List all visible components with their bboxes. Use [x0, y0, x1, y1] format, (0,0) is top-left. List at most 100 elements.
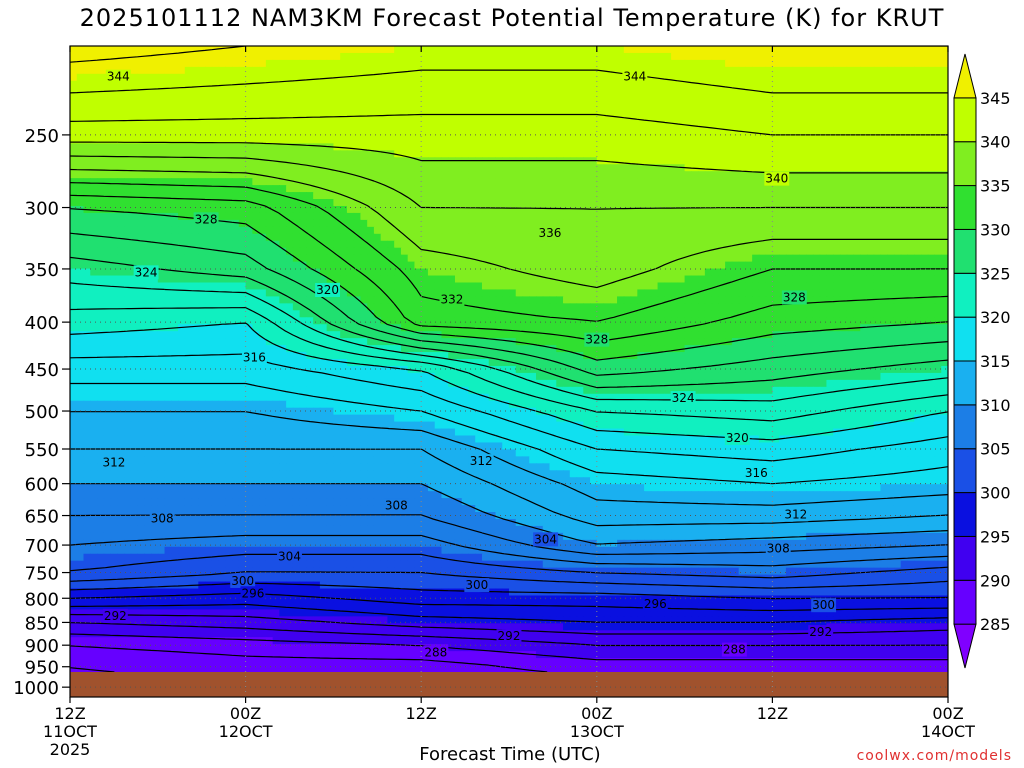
heatmap-cell	[630, 150, 638, 158]
heatmap-cell	[677, 240, 686, 249]
heatmap-cell	[367, 150, 375, 158]
heatmap-cell	[745, 199, 753, 207]
heatmap-cell	[367, 115, 375, 124]
heatmap-cell	[509, 73, 517, 82]
heatmap-cell	[103, 247, 112, 256]
heatmap-cell	[144, 94, 152, 103]
heatmap-cell	[211, 310, 220, 318]
heatmap-cell	[752, 143, 760, 151]
heatmap-cell	[556, 205, 564, 214]
heatmap-cell	[819, 171, 828, 179]
heatmap-cell	[124, 171, 132, 179]
heatmap-cell	[387, 87, 395, 96]
heatmap-cell	[225, 212, 233, 221]
heatmap-cell	[360, 59, 368, 68]
heatmap-cell	[346, 73, 355, 82]
heatmap-cell	[427, 52, 436, 61]
heatmap-cell	[70, 73, 78, 82]
heatmap-cell	[718, 199, 726, 207]
heatmap-cell	[137, 108, 145, 117]
heatmap-cell	[907, 171, 915, 179]
heatmap-cell	[617, 157, 625, 165]
heatmap-cell	[522, 185, 530, 193]
heatmap-cell	[826, 219, 834, 228]
heatmap-cell	[590, 303, 598, 311]
heatmap-cell	[434, 240, 443, 249]
heatmap-cell	[495, 185, 503, 193]
heatmap-cell	[542, 171, 551, 179]
heatmap-cell	[286, 46, 294, 54]
heatmap-cell	[738, 136, 746, 144]
heatmap-cell	[279, 66, 287, 75]
heatmap-cell	[920, 101, 929, 110]
heatmap-cell	[178, 240, 186, 249]
heatmap-cell	[752, 247, 760, 256]
heatmap-cell	[461, 115, 470, 124]
heatmap-cell	[448, 150, 456, 158]
heatmap-cell	[650, 80, 659, 89]
heatmap-cell	[792, 192, 801, 200]
heatmap-cell	[333, 268, 341, 277]
heatmap-cell	[806, 129, 814, 138]
heatmap-cell	[252, 233, 260, 242]
heatmap-cell	[603, 185, 611, 193]
heatmap-cell	[914, 282, 922, 291]
heatmap-cell	[610, 185, 618, 193]
heatmap-cell	[677, 178, 686, 186]
heatmap-cell	[691, 94, 699, 103]
heatmap-cell	[812, 254, 821, 263]
heatmap-cell	[407, 282, 416, 291]
heatmap-cell	[76, 73, 85, 82]
heatmap-cell	[718, 115, 726, 124]
heatmap-cell	[265, 129, 274, 138]
heatmap-cell	[481, 94, 490, 103]
heatmap-cell	[306, 101, 314, 110]
heatmap-cell	[671, 46, 679, 54]
heatmap-cell	[225, 199, 233, 207]
heatmap-cell	[353, 310, 362, 318]
heatmap-cell	[394, 46, 402, 54]
heatmap-cell	[731, 94, 740, 103]
heatmap-cell	[360, 115, 368, 124]
heatmap-cell	[225, 289, 233, 297]
heatmap-cell	[603, 129, 611, 138]
heatmap-cell	[866, 164, 875, 172]
heatmap-cell	[833, 46, 841, 54]
heatmap-cell	[785, 157, 794, 165]
heatmap-cell	[725, 115, 733, 124]
heatmap-cell	[103, 240, 112, 249]
heatmap-cell	[927, 87, 936, 96]
heatmap-cell	[441, 80, 449, 89]
heatmap-cell	[758, 101, 767, 110]
heatmap-cell	[866, 59, 875, 68]
heatmap-cell	[326, 59, 334, 68]
heatmap-cell	[238, 115, 247, 124]
heatmap-cell	[839, 73, 848, 82]
heatmap-cell	[157, 247, 166, 256]
heatmap-cell	[144, 101, 152, 110]
heatmap-cell	[70, 261, 78, 270]
heatmap-cell	[515, 52, 524, 61]
heatmap-cell	[772, 233, 780, 242]
heatmap-cell	[887, 254, 895, 263]
heatmap-cell	[630, 157, 638, 165]
heatmap-cell	[326, 46, 334, 54]
heatmap-cell	[745, 80, 753, 89]
heatmap-cell	[806, 247, 814, 256]
heatmap-cell	[117, 303, 125, 311]
heatmap-cell	[367, 310, 375, 318]
heatmap-cell	[380, 157, 389, 165]
heatmap-cell	[97, 185, 105, 193]
heatmap-cell	[130, 94, 139, 103]
heatmap-cell	[124, 303, 132, 311]
heatmap-cell	[70, 136, 78, 144]
heatmap-cell	[70, 80, 78, 89]
heatmap-cell	[745, 101, 753, 110]
heatmap-cell	[880, 66, 888, 75]
heatmap-cell	[880, 136, 888, 144]
heatmap-cell	[907, 296, 915, 304]
heatmap-cell	[927, 199, 936, 207]
heatmap-cell	[704, 171, 713, 179]
heatmap-cell	[637, 212, 645, 221]
heatmap-cell	[576, 282, 584, 291]
